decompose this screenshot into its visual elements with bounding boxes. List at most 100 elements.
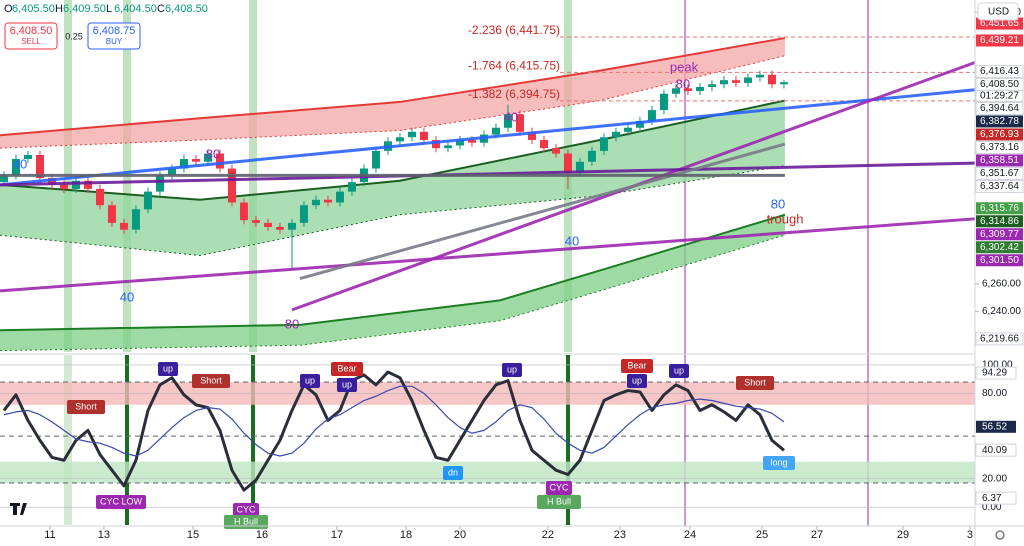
price-tag-label: 6,219.66 xyxy=(980,334,1019,345)
price-tag-label: 6,416.43 xyxy=(980,66,1019,77)
ohlc-key: H xyxy=(55,3,63,15)
band-lower xyxy=(0,55,786,149)
candle-body xyxy=(515,114,524,132)
x-tick-label: 23 xyxy=(614,529,626,541)
ohlc-key: O xyxy=(4,3,13,15)
spread: 0.25 xyxy=(65,31,83,41)
price-tag-label: 6,394.64 xyxy=(980,103,1019,114)
band-area xyxy=(0,38,785,149)
cycle-label: 40 xyxy=(565,233,579,248)
settings-icon[interactable] xyxy=(995,530,1005,540)
price-tag-label: 6,337.64 xyxy=(980,181,1019,192)
candle-body xyxy=(47,178,56,185)
candle-body xyxy=(275,226,284,230)
signal-label: Bear xyxy=(627,360,646,370)
band-upper xyxy=(0,99,786,201)
candle-body xyxy=(503,114,512,128)
x-tick-label: 22 xyxy=(542,529,554,541)
candle-body xyxy=(335,191,344,203)
signal-box xyxy=(736,376,774,390)
y-tick-label: 20.00 xyxy=(982,473,1007,484)
ohlc-key: C xyxy=(157,3,165,15)
trend-line xyxy=(0,88,976,187)
signal-label: H Bull xyxy=(234,516,258,526)
candle-body xyxy=(551,148,560,154)
candle-body xyxy=(467,139,476,143)
signal-label: H Bull xyxy=(547,496,571,506)
x-tick-label: 24 xyxy=(684,529,696,541)
candle-body xyxy=(539,139,548,149)
sell-button[interactable] xyxy=(4,22,58,50)
band-area xyxy=(0,100,785,256)
signal-label: CYC xyxy=(549,482,569,492)
signal-label: up xyxy=(305,375,315,385)
cycle-label: 40 xyxy=(120,289,134,304)
candle-body xyxy=(695,86,704,92)
candle-body xyxy=(227,168,236,203)
signal-box xyxy=(546,481,572,495)
price-tag-label: 6,373.16 xyxy=(980,142,1019,153)
candle-body xyxy=(311,199,320,206)
value-tag-label: 6.37 xyxy=(982,493,1002,504)
signal-label: up xyxy=(674,365,684,375)
value-tag xyxy=(975,491,1017,505)
signal-box xyxy=(763,456,795,470)
signal-label: up xyxy=(632,375,642,385)
sell-price: 6,408.50 xyxy=(10,25,53,37)
price-tag-label: 6,301.50 xyxy=(980,255,1019,266)
candle-body xyxy=(455,139,464,146)
zone xyxy=(0,461,975,484)
buy-price: 6,408.75 xyxy=(93,25,136,37)
signal-label: long xyxy=(770,457,787,467)
price-tag-label: 6,451.65 xyxy=(980,18,1019,29)
annotation: trough xyxy=(767,211,804,226)
value-tag xyxy=(976,420,1016,433)
candle-body xyxy=(191,159,200,162)
x-tick-label: 17 xyxy=(331,529,343,541)
x-tick-label: 15 xyxy=(187,529,199,541)
oscillator-panel: up Short Short up up Bear up Bear up up Short dn lon… xyxy=(0,353,975,529)
band-lower xyxy=(0,165,785,257)
buy-button[interactable] xyxy=(87,22,141,50)
value-tag-label: 56.52 xyxy=(982,421,1007,432)
candle-body xyxy=(323,199,332,203)
x-tick-label: 18 xyxy=(400,529,412,541)
signal-label: Short xyxy=(75,401,97,411)
candle-body xyxy=(155,175,164,192)
x-tick-label: 20 xyxy=(454,529,466,541)
price-tag xyxy=(975,64,1024,78)
signal-label: up xyxy=(163,363,173,373)
y-tick-label: 6,240.00 xyxy=(982,306,1021,317)
countdown: 01:29:27 xyxy=(980,91,1019,102)
candle-body xyxy=(707,84,716,87)
signal-box xyxy=(537,495,581,509)
signal-label: CYC LOW xyxy=(100,496,143,506)
price-tag xyxy=(976,228,1023,241)
price-tag xyxy=(976,154,1023,167)
y-tick-label: 100.00 xyxy=(982,360,1013,371)
candle-body xyxy=(671,88,680,94)
signal-box xyxy=(621,359,653,373)
candle-body xyxy=(11,159,20,176)
candle-body xyxy=(599,137,608,151)
price-tag-label: 6,314.86 xyxy=(980,216,1019,227)
candle-body xyxy=(719,80,728,85)
price-tag xyxy=(976,254,1023,267)
candle-body xyxy=(407,131,416,138)
candle-body xyxy=(371,150,380,169)
candle-body xyxy=(59,184,68,189)
fib-label: -1.764 (6,415.75) xyxy=(468,59,560,73)
annotation: peak xyxy=(670,59,699,74)
currency-button[interactable] xyxy=(977,2,1019,21)
candle-body xyxy=(395,137,404,142)
band-upper xyxy=(0,213,786,332)
cycle-band xyxy=(125,355,129,525)
price-tag xyxy=(976,128,1023,141)
cycle-label: 80 xyxy=(676,76,690,91)
candle-body xyxy=(107,205,116,223)
cycle-band xyxy=(566,355,570,525)
candle-body xyxy=(623,127,632,132)
candle-body xyxy=(215,153,224,169)
price-panel: -2.236 (6,441.75) -1.764 (6,415.75) -1.382… xyxy=(0,0,976,526)
